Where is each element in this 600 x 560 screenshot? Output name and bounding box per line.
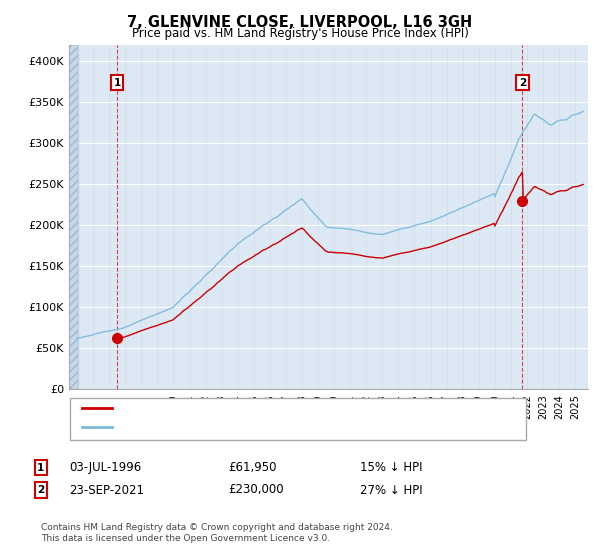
Text: 1: 1 [113,78,121,88]
Text: 2: 2 [37,485,44,495]
Bar [69,45,79,389]
Text: 1: 1 [37,463,44,473]
Bar [69,45,79,389]
Text: HPI: Average price, detached house, Liverpool: HPI: Average price, detached house, Live… [118,422,371,432]
Text: 7, GLENVINE CLOSE, LIVERPOOL, L16 3GH (detached house): 7, GLENVINE CLOSE, LIVERPOOL, L16 3GH (d… [118,403,449,413]
Text: £230,000: £230,000 [228,483,284,497]
Text: 7, GLENVINE CLOSE, LIVERPOOL, L16 3GH: 7, GLENVINE CLOSE, LIVERPOOL, L16 3GH [127,15,473,30]
Text: 27% ↓ HPI: 27% ↓ HPI [360,483,422,497]
Text: 03-JUL-1996: 03-JUL-1996 [69,461,141,474]
Text: 2: 2 [519,78,526,88]
Text: 23-SEP-2021: 23-SEP-2021 [69,483,144,497]
Text: £61,950: £61,950 [228,461,277,474]
Text: Contains HM Land Registry data © Crown copyright and database right 2024.
This d: Contains HM Land Registry data © Crown c… [41,524,392,543]
Text: 15% ↓ HPI: 15% ↓ HPI [360,461,422,474]
Text: Price paid vs. HM Land Registry's House Price Index (HPI): Price paid vs. HM Land Registry's House … [131,27,469,40]
